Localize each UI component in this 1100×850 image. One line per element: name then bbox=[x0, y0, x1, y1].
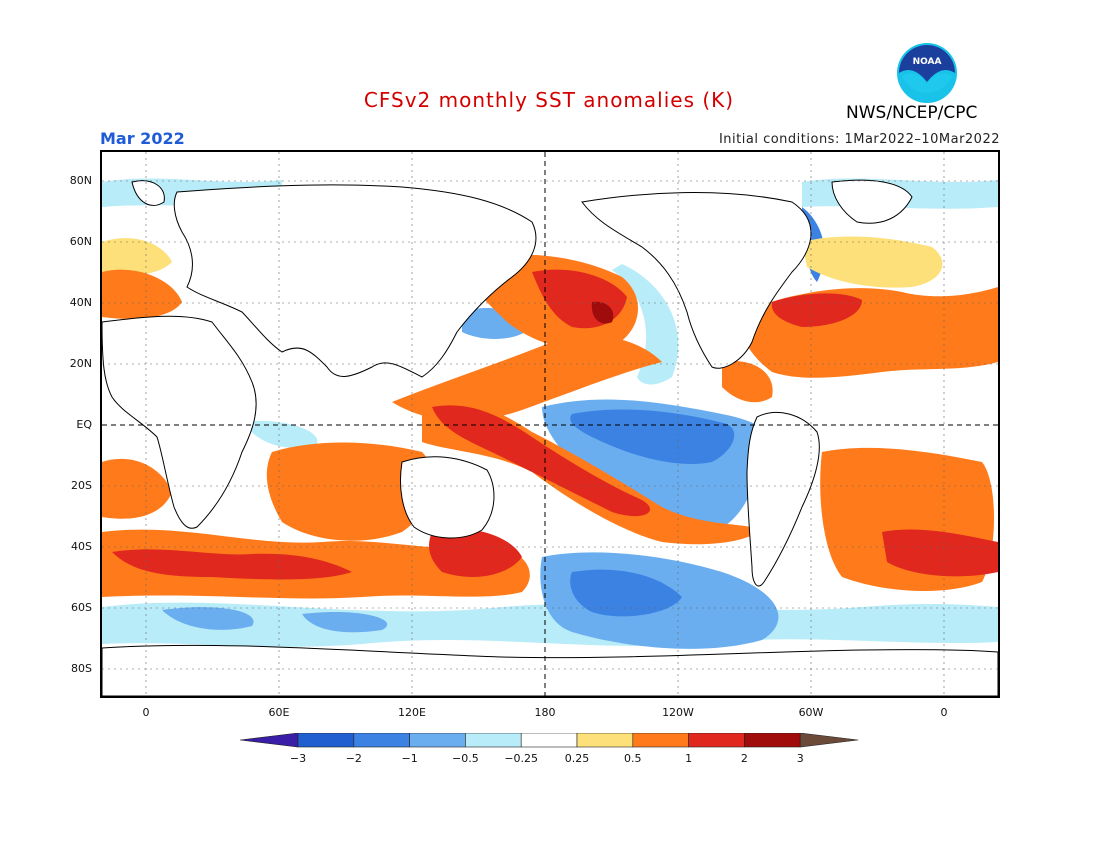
lon-label: 120E bbox=[398, 706, 426, 719]
colorbar-segment bbox=[520, 733, 578, 748]
africa-land bbox=[102, 315, 257, 529]
north-pacific-extreme-core bbox=[591, 301, 614, 324]
south-pacific-cool-core bbox=[570, 569, 682, 617]
greenland-land bbox=[131, 180, 165, 206]
colorbar-max-arrow bbox=[799, 733, 859, 748]
colorbar-label: −3 bbox=[289, 752, 307, 765]
east-pacific-warm-coast bbox=[722, 361, 773, 403]
sst-anomaly-map bbox=[100, 150, 1000, 698]
eurasia-land bbox=[173, 184, 537, 378]
colorbar-label: −0.25 bbox=[504, 752, 539, 765]
indian-ocean-cool bbox=[242, 420, 318, 448]
colorbar-segment bbox=[353, 733, 410, 748]
tasman-warm bbox=[429, 528, 522, 577]
period-label: Mar 2022 bbox=[100, 129, 185, 148]
colorbar-label: 1 bbox=[685, 752, 693, 765]
lat-label: 20S bbox=[71, 479, 92, 492]
north-america-land bbox=[581, 192, 812, 369]
colorbar-label: 0.5 bbox=[624, 752, 642, 765]
map-canvas bbox=[102, 152, 998, 696]
greenland-land bbox=[831, 179, 913, 224]
northwest-pacific-warm-band bbox=[392, 335, 662, 421]
lon-label: 60W bbox=[798, 706, 824, 719]
colorbar-segment bbox=[632, 733, 689, 748]
colorbar-segment bbox=[297, 733, 355, 748]
north-atlantic-light-warm bbox=[802, 236, 943, 288]
lon-label: 180 bbox=[534, 706, 556, 719]
southern-ocean-cool-patch bbox=[302, 612, 388, 633]
logo-text: NOAA bbox=[913, 57, 942, 67]
colorbar-label: 0.25 bbox=[564, 752, 590, 765]
initial-conditions-label: Initial conditions: 1Mar2022–10Mar2022 bbox=[718, 132, 1000, 147]
east-atlantic-warm bbox=[102, 269, 182, 319]
south-indian-warm-west bbox=[102, 458, 172, 519]
north-atlantic-warm-core bbox=[771, 293, 862, 327]
lat-label: 40S bbox=[71, 540, 92, 553]
lon-label: 0 bbox=[940, 706, 948, 719]
lon-label: 0 bbox=[142, 706, 150, 719]
colorbar-label: −0.5 bbox=[452, 752, 479, 765]
map-title: CFSv2 monthly SST anomalies (K) bbox=[363, 88, 735, 112]
noaa-logo-icon: NOAA bbox=[897, 43, 957, 103]
colorbar-label: −1 bbox=[401, 752, 418, 765]
lat-label: 40N bbox=[69, 296, 92, 309]
colorbar-label: 2 bbox=[740, 752, 748, 765]
australia-land bbox=[400, 456, 495, 539]
south-atlantic-warm-core bbox=[882, 529, 998, 577]
colorbar-label: −2 bbox=[345, 752, 362, 765]
agency-label: NWS/NCEP/CPC bbox=[846, 103, 978, 123]
colorbar-segment bbox=[688, 733, 745, 748]
indian-ocean-warm bbox=[266, 442, 433, 541]
south-america-land bbox=[746, 411, 820, 587]
west-pacific-warm-core bbox=[432, 405, 651, 517]
colorbar-segment bbox=[409, 733, 466, 748]
colorbar-segment bbox=[744, 733, 801, 748]
lat-label: 20N bbox=[69, 357, 92, 370]
antarctica-land bbox=[102, 644, 998, 696]
east-pacific-cool-core bbox=[570, 409, 735, 464]
lon-label: 60E bbox=[268, 706, 290, 719]
colorbar-min-arrow bbox=[240, 733, 299, 748]
lat-label: 60S bbox=[71, 601, 92, 614]
southern-ocean-warm-core bbox=[112, 549, 352, 580]
lon-label: 120W bbox=[662, 706, 694, 719]
colorbar-label: 3 bbox=[796, 752, 804, 765]
lat-label: 80N bbox=[69, 174, 92, 187]
lat-label: EQ bbox=[76, 418, 92, 431]
lat-label: 80S bbox=[71, 662, 92, 675]
southern-ocean-cool-patch bbox=[162, 607, 254, 630]
north-pacific-cool-arc bbox=[612, 264, 679, 385]
colorbar-segment bbox=[465, 733, 522, 748]
colorbar bbox=[240, 733, 859, 748]
lat-label: 60N bbox=[69, 235, 92, 248]
east-atlantic-light-warm bbox=[102, 238, 172, 275]
colorbar-segment bbox=[576, 733, 634, 748]
